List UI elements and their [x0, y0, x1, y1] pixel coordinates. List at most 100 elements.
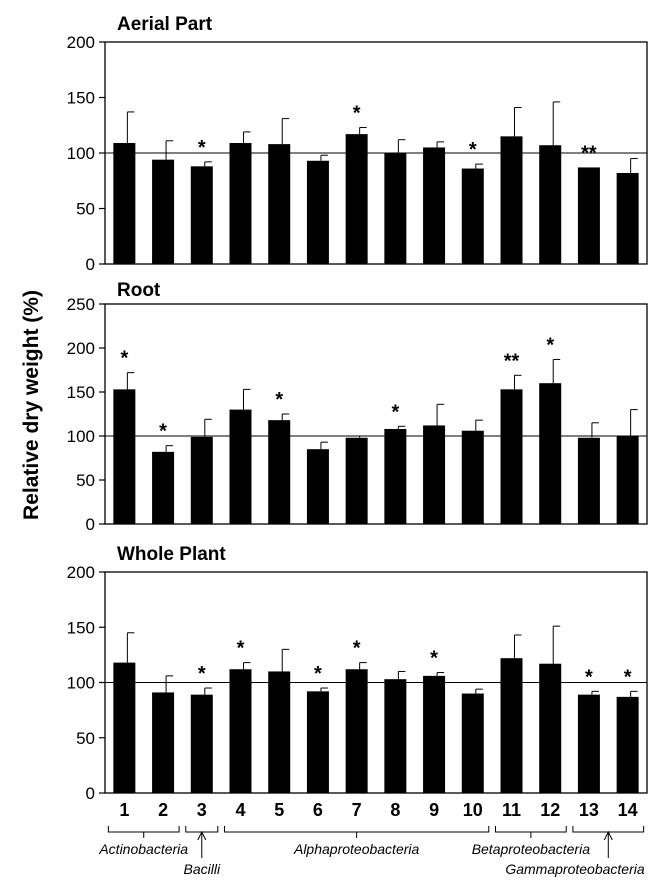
y-tick-label: 0 — [86, 515, 95, 534]
bar-4 — [229, 143, 252, 264]
bar-12 — [539, 663, 562, 793]
error-bar — [320, 687, 328, 692]
bar-12 — [539, 145, 562, 264]
bar-2 — [152, 451, 175, 524]
taxonomic-groups: Actinobacteria Bacilli Alphaproteobacteria… — [98, 826, 645, 877]
x-tick-label: 1 — [119, 800, 129, 820]
significance-marker: * — [314, 663, 322, 685]
error-bar — [165, 140, 174, 160]
error-bar — [204, 687, 212, 695]
error-bar — [591, 422, 599, 438]
y-tick-label: 200 — [67, 563, 95, 582]
panel-title: Whole Plant — [117, 544, 226, 565]
error-bar — [552, 101, 561, 146]
error-bar — [204, 418, 212, 437]
group-betaproteobacteria: Betaproteobacteria — [472, 826, 591, 857]
error-bar — [630, 690, 638, 697]
bar-1 — [113, 389, 136, 524]
error-bar — [281, 118, 290, 145]
y-tick-label: 100 — [67, 674, 95, 693]
significance-marker: * — [624, 666, 632, 688]
bar-13 — [577, 437, 600, 524]
group-label: Gammaproteobacteria — [505, 861, 645, 877]
error-bar — [320, 154, 328, 161]
bar-7 — [345, 134, 368, 264]
y-tick-label: 150 — [67, 383, 95, 402]
bar-14 — [616, 172, 639, 264]
error-bar — [475, 419, 483, 431]
x-tick-label: 10 — [463, 800, 483, 820]
error-bar — [126, 111, 135, 144]
y-tick-label: 50 — [76, 471, 95, 490]
significance-marker: * — [391, 401, 399, 423]
bar-1 — [113, 662, 136, 793]
error-bar — [359, 435, 367, 438]
significance-marker: * — [585, 666, 593, 688]
bar-14 — [616, 696, 639, 793]
bar-6 — [306, 691, 329, 793]
group-label: Betaproteobacteria — [472, 841, 591, 857]
y-tick-label: 200 — [67, 33, 95, 52]
bar-3 — [190, 694, 213, 793]
error-bar — [397, 670, 406, 680]
bar-7 — [345, 437, 368, 524]
bar-4 — [229, 409, 252, 524]
error-bar — [630, 409, 638, 436]
bar-6 — [306, 160, 329, 264]
bar-2 — [152, 159, 175, 264]
bar-2 — [152, 692, 175, 793]
group-actinobacteria: Actinobacteria — [98, 826, 188, 857]
y-tick-label: 200 — [67, 339, 95, 358]
error-bar — [514, 374, 522, 390]
group-alphaproteobacteria: Alphaproteobacteria — [224, 826, 490, 857]
error-bar — [630, 158, 638, 173]
significance-marker: * — [430, 648, 438, 670]
bar-10 — [461, 168, 484, 264]
bar-7 — [345, 669, 368, 793]
panel-3: Whole Plant 0 50 100 150 200 * * * * * * * — [67, 544, 648, 803]
significance-marker: * — [159, 421, 167, 443]
x-tick-label: 6 — [313, 800, 323, 820]
bar-11 — [500, 389, 523, 524]
error-bar — [397, 139, 406, 153]
x-tick-label: 3 — [197, 800, 207, 820]
group-bracket — [224, 826, 490, 833]
bar-3 — [190, 436, 213, 524]
group-label: Alphaproteobacteria — [293, 841, 420, 857]
significance-marker: * — [353, 638, 361, 660]
bar-5 — [268, 144, 291, 264]
error-bar — [514, 634, 522, 659]
error-bar — [126, 632, 135, 663]
bar-4 — [229, 669, 252, 793]
bar-9 — [423, 147, 446, 264]
panel-title: Root — [117, 280, 161, 301]
y-tick-label: 150 — [67, 89, 95, 108]
bar-6 — [306, 449, 329, 524]
bar-10 — [461, 430, 484, 524]
y-tick-label: 0 — [86, 784, 95, 803]
error-bar — [126, 372, 135, 390]
x-tick-label: 14 — [618, 800, 638, 820]
arrow-head — [197, 830, 207, 841]
bar-9 — [423, 425, 446, 524]
error-bar — [204, 161, 212, 167]
error-bar — [475, 163, 483, 169]
bar-11 — [500, 658, 523, 793]
bar-10 — [461, 693, 484, 793]
bar-5 — [268, 420, 291, 524]
group-bracket — [107, 826, 180, 833]
bar-5 — [268, 671, 291, 793]
y-tick-label: 50 — [76, 200, 95, 219]
y-tick-label: 0 — [86, 255, 95, 274]
significance-marker: * — [275, 389, 283, 411]
error-bar — [243, 662, 251, 670]
bar-8 — [384, 428, 407, 524]
significance-marker: * — [198, 137, 206, 159]
error-bar — [243, 388, 251, 410]
error-bar — [359, 662, 367, 670]
y-tick-label: 150 — [67, 618, 95, 637]
error-bar — [436, 672, 445, 676]
significance-marker: * — [353, 102, 361, 124]
error-bar — [281, 648, 290, 672]
x-tick-label: 13 — [579, 800, 599, 820]
